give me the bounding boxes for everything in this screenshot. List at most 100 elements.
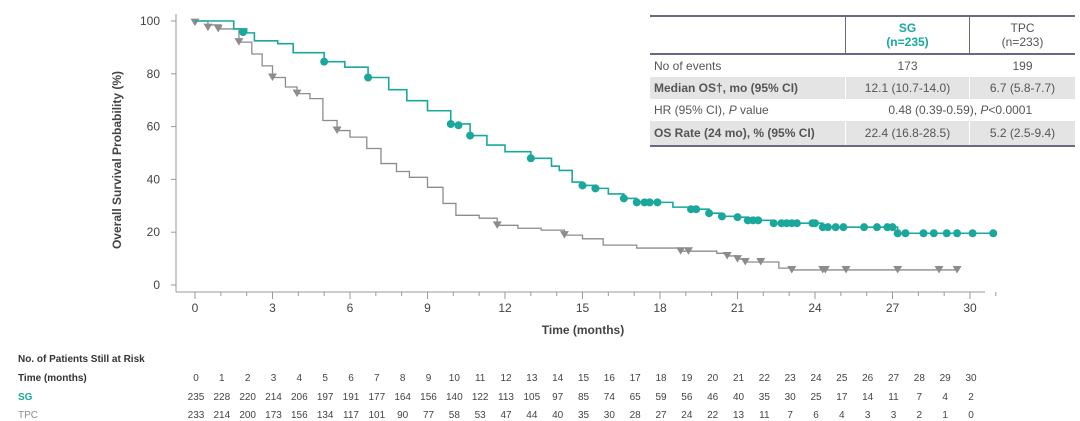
risk-value-tpc: 3 (865, 410, 871, 421)
risk-time-value: 9 (426, 373, 432, 384)
x-tick-label: 27 (886, 301, 900, 315)
risk-value-tpc: 1 (942, 410, 948, 421)
label-part: value (736, 103, 769, 117)
risk-time-label: Time (months) (18, 373, 87, 384)
risk-value-tpc: 233 (188, 410, 205, 421)
x-tick-label: 21 (731, 301, 745, 315)
risk-value-tpc: 53 (475, 410, 487, 421)
censor-marker-sg (919, 229, 928, 238)
risk-value-tpc: 24 (681, 410, 693, 421)
risk-time-value: 17 (630, 373, 642, 384)
risk-value-sg: 7 (917, 392, 923, 403)
risk-row-label-tpc: TPC (18, 410, 38, 421)
censor-marker-tpc (213, 24, 223, 33)
tpc-n: (n=233) (1001, 35, 1044, 49)
censor-marker-sg (526, 154, 535, 163)
label-part: HR (95% CI), (654, 103, 729, 117)
sg-value: 173 (845, 54, 970, 77)
risk-value-tpc: 35 (578, 410, 590, 421)
censor-marker-tpc (190, 18, 200, 27)
risk-time-value: 27 (888, 373, 900, 384)
x-tick-label: 12 (498, 301, 512, 315)
risk-value-sg: 17 (836, 392, 848, 403)
censor-marker-tpc (332, 126, 342, 135)
censor-marker-sg (320, 57, 329, 66)
risk-value-tpc: 101 (368, 410, 385, 421)
risk-value-sg: 25 (810, 392, 822, 403)
risk-value-sg: 65 (630, 392, 642, 403)
risk-time-value: 15 (578, 373, 590, 384)
censor-marker-tpc (820, 265, 830, 274)
risk-value-sg: 85 (578, 392, 590, 403)
sg-value: 12.1 (10.7-14.0) (845, 77, 970, 99)
y-tick-label: 60 (147, 120, 161, 134)
censor-marker-tpc (893, 265, 903, 274)
risk-value-tpc: 134 (317, 410, 334, 421)
sg-n: (n=235) (886, 35, 929, 49)
censor-marker-sg (466, 131, 475, 140)
censor-marker-tpc (492, 221, 502, 229)
risk-value-sg: 177 (368, 392, 385, 403)
risk-value-tpc: 13 (733, 410, 745, 421)
row-median-os: Median OS†, mo (95% CI) 12.1 (10.7-14.0)… (650, 77, 1075, 99)
x-tick-label: 18 (653, 301, 667, 315)
tpc-value: 5.2 (2.5-9.4) (969, 121, 1075, 147)
row-label: HR (95% CI), P value (650, 99, 846, 121)
risk-value-sg: 97 (552, 392, 564, 403)
risk-value-tpc: 214 (213, 410, 230, 421)
header-sg: SG (n=235) (845, 15, 970, 55)
censor-marker-sg (901, 229, 910, 238)
tpc-value: 199 (969, 54, 1075, 77)
censor-marker-sg (873, 223, 881, 232)
header-empty (650, 15, 846, 55)
risk-value-tpc: 40 (552, 410, 564, 421)
censor-marker-sg (888, 223, 897, 232)
censor-marker-tpc (722, 251, 732, 260)
risk-time-value: 5 (322, 373, 328, 384)
risk-value-sg: 14 (862, 392, 874, 403)
x-tick-label: 0 (192, 301, 199, 315)
censor-marker-sg (454, 121, 463, 130)
risk-time-value: 25 (836, 373, 848, 384)
risk-time-value: 16 (604, 373, 616, 384)
risk-time-value: 26 (862, 373, 874, 384)
y-tick-label: 20 (147, 225, 161, 239)
risk-time-value: 14 (552, 373, 564, 384)
summary-header-row: SG (n=235) TPC (n=233) (650, 15, 1075, 55)
risk-value-sg: 4 (942, 392, 948, 403)
censor-marker-tpc (203, 23, 213, 32)
risk-time-value: 13 (526, 373, 538, 384)
y-tick-label: 40 (147, 172, 161, 186)
risk-value-sg: 220 (239, 392, 256, 403)
censor-marker-sg (364, 73, 373, 82)
risk-table-title: No. of Patients Still at Risk (18, 354, 145, 365)
censor-marker-sg (823, 223, 832, 232)
risk-row-label-sg: SG (18, 392, 33, 403)
censor-marker-sg (718, 212, 726, 221)
risk-value-tpc: 22 (707, 410, 719, 421)
risk-value-sg: 2 (968, 392, 974, 403)
risk-time-value: 20 (707, 373, 719, 384)
row-os-rate: OS Rate (24 mo), % (95% CI) 22.4 (16.8-2… (650, 121, 1075, 147)
hr-part: 0.48 (0.39-0.59), (888, 103, 981, 117)
censor-marker-sg (239, 28, 248, 37)
risk-time-value: 3 (271, 373, 277, 384)
risk-value-sg: 122 (472, 392, 489, 403)
risk-value-tpc: 47 (500, 410, 512, 421)
censor-marker-sg (733, 213, 742, 222)
risk-time-value: 8 (400, 373, 406, 384)
censor-marker-sg (811, 219, 819, 228)
risk-value-sg: 59 (655, 392, 667, 403)
hr-italic: P (980, 103, 989, 117)
risk-value-tpc: 117 (343, 410, 359, 421)
censor-marker-tpc (740, 258, 750, 266)
tpc-value: 6.7 (5.8-7.7) (969, 77, 1075, 99)
risk-value-tpc: 4 (839, 410, 845, 421)
risk-value-tpc: 173 (265, 410, 282, 421)
risk-value-tpc: 27 (655, 410, 667, 421)
y-tick-label: 0 (153, 278, 160, 292)
risk-value-sg: 235 (188, 392, 205, 403)
risk-time-value: 10 (449, 373, 461, 384)
censor-marker-sg (578, 181, 587, 190)
x-tick-label: 6 (347, 301, 354, 315)
